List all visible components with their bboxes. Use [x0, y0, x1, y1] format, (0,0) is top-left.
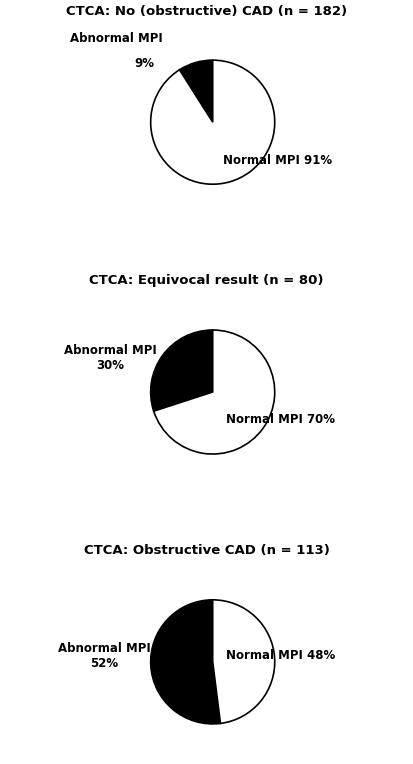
Text: Normal MPI 91%: Normal MPI 91%	[223, 154, 332, 167]
Text: Normal MPI 70%: Normal MPI 70%	[226, 413, 335, 426]
Title: CTCA: Obstructive CAD (n = 113): CTCA: Obstructive CAD (n = 113)	[83, 544, 330, 557]
Title: CTCA: Equivocal result (n = 80): CTCA: Equivocal result (n = 80)	[89, 274, 324, 287]
Wedge shape	[151, 600, 221, 724]
Text: Abnormal MPI: Abnormal MPI	[70, 32, 163, 45]
Wedge shape	[151, 60, 275, 184]
Wedge shape	[154, 330, 275, 454]
Text: Abnormal MPI
52%: Abnormal MPI 52%	[58, 642, 150, 670]
Text: Normal MPI 48%: Normal MPI 48%	[226, 649, 336, 662]
Wedge shape	[180, 60, 213, 122]
Title: CTCA: No (obstructive) CAD (n = 182): CTCA: No (obstructive) CAD (n = 182)	[66, 5, 347, 18]
Text: Abnormal MPI
30%: Abnormal MPI 30%	[64, 344, 157, 372]
Wedge shape	[213, 600, 275, 724]
Wedge shape	[151, 330, 213, 411]
Text: 9%: 9%	[135, 57, 154, 70]
